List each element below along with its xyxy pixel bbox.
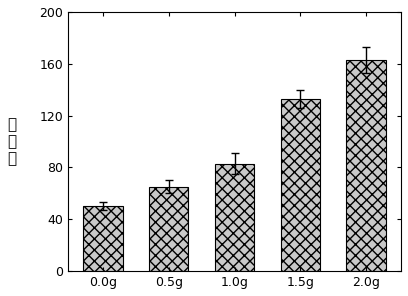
Y-axis label: 伸
长
率: 伸 长 率	[7, 117, 16, 166]
Bar	[346, 60, 386, 271]
Bar	[215, 164, 254, 271]
Bar	[83, 206, 123, 271]
Bar	[281, 99, 320, 271]
Bar	[149, 187, 188, 271]
